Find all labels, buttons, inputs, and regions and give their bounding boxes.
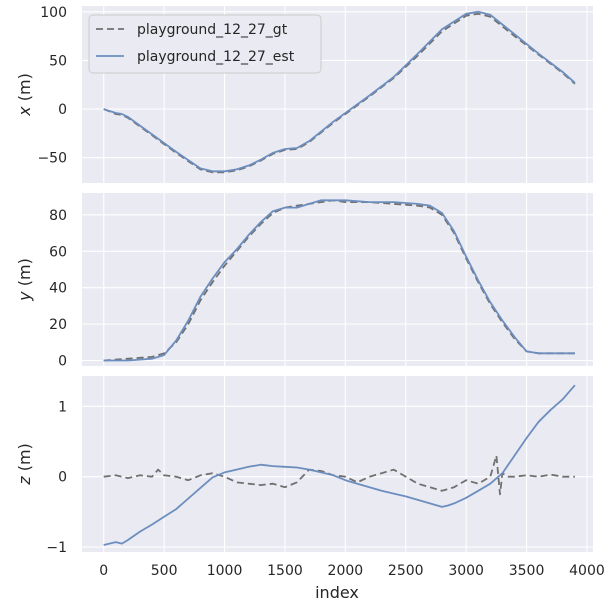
y-tick-label: 20: [49, 317, 67, 333]
panel-y: 80 60 40 20 0 y (m): [15, 193, 593, 370]
x-tick-label: 0: [99, 563, 108, 579]
plot-area: [82, 193, 593, 366]
legend: playground_12_27_gt playground_12_27_est: [88, 14, 322, 74]
y-tick-label: 40: [49, 281, 67, 297]
y-tick-label: 0: [58, 354, 67, 370]
series-line-est: [103, 10, 576, 173]
x-tick-label: 2500: [388, 563, 424, 579]
y-tick-label: 100: [40, 5, 67, 21]
legend-label-gt: playground_12_27_gt: [137, 22, 288, 38]
panel-z: 0 500 1000 1500 2000 2500 3000 3500 4000 1 0 −1 z (m…: [15, 376, 605, 579]
y-tick-label: 50: [49, 53, 67, 69]
series-line-est: [103, 199, 575, 362]
y-tick-label: 1: [58, 399, 67, 415]
y-tick-label: −50: [37, 151, 67, 167]
y-tick-label: 0: [58, 102, 67, 118]
y-axis-label: z (m): [15, 443, 34, 486]
x-tick-label: 3000: [448, 563, 484, 579]
x-tick-label: 3500: [509, 563, 545, 579]
series-line-est: [103, 384, 576, 546]
series-line-gt: [103, 454, 575, 496]
y-tick-label: −1: [46, 540, 67, 556]
legend-label-est: playground_12_27_est: [137, 49, 295, 65]
y-axis-label: y (m): [15, 258, 34, 302]
x-tick-label: 2000: [328, 563, 364, 579]
y-tick-label: 60: [49, 244, 67, 260]
x-tick-label: 500: [151, 563, 178, 579]
y-axis-label: x (m): [15, 73, 34, 117]
y-tick-label: 80: [49, 208, 67, 224]
x-tick-label: 1500: [267, 563, 303, 579]
x-axis-label: index: [315, 583, 359, 602]
x-tick-label: 4000: [569, 563, 605, 579]
legend-frame: [88, 14, 322, 74]
plot-area: [82, 376, 593, 552]
y-tick-label: 0: [58, 470, 67, 486]
x-tick-label: 1000: [207, 563, 243, 579]
